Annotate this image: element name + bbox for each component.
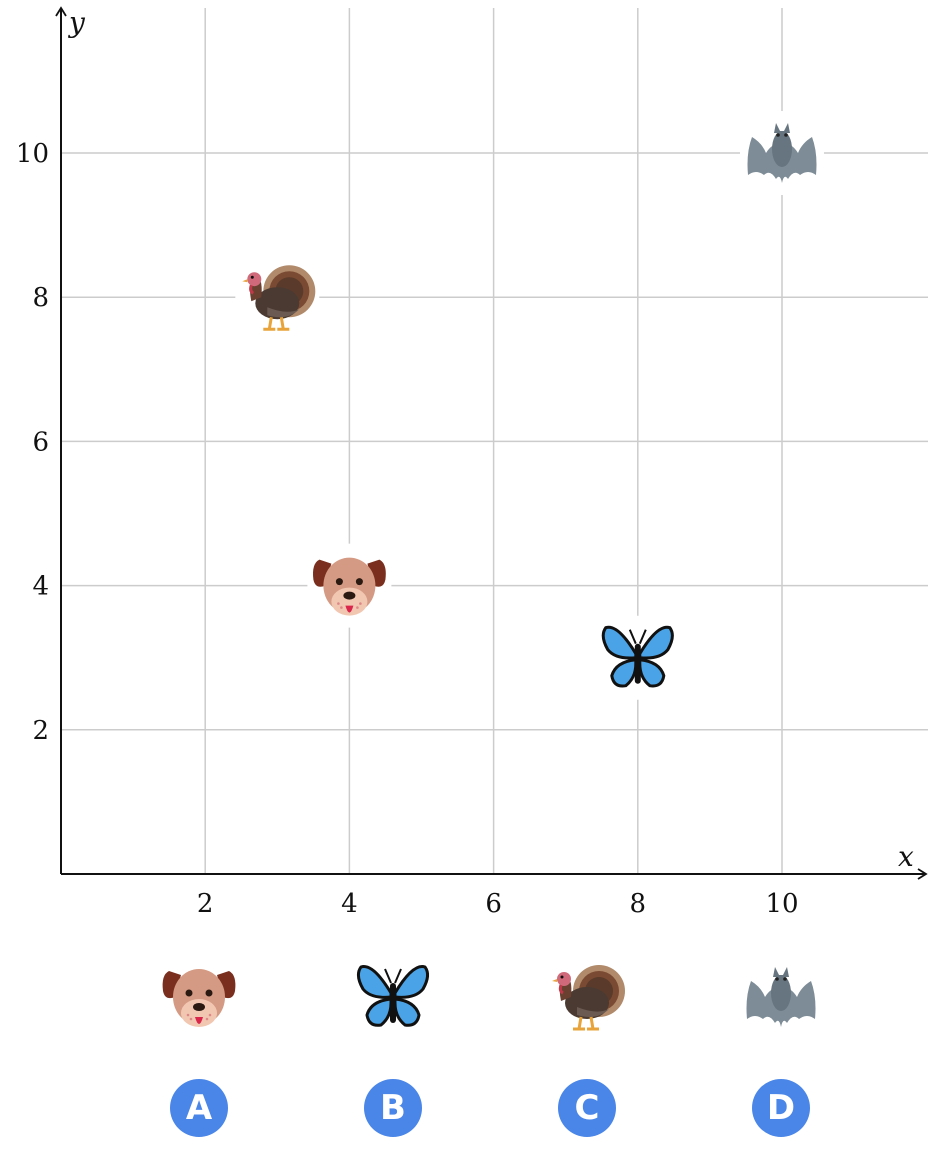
axes bbox=[55, 6, 928, 880]
choice-b[interactable]: B bbox=[333, 955, 453, 1137]
answer-choices: A B C D bbox=[0, 955, 928, 1155]
dog-icon bbox=[162, 969, 236, 1027]
x-tick-label: 2 bbox=[197, 889, 214, 919]
choice-letter-badge: A bbox=[170, 1079, 228, 1137]
y-axis-arrow bbox=[55, 6, 67, 17]
turkey-icon bbox=[235, 255, 320, 340]
y-axis-label: y bbox=[67, 6, 86, 39]
x-tick-label: 6 bbox=[485, 889, 502, 919]
choice-letter-badge: C bbox=[558, 1079, 616, 1137]
butterfly-icon bbox=[595, 615, 680, 700]
choice-letter-badge: B bbox=[364, 1079, 422, 1137]
x-tick-label: 8 bbox=[630, 889, 647, 919]
y-tick-label: 8 bbox=[32, 283, 49, 313]
y-tick-label: 6 bbox=[32, 427, 49, 457]
dog-icon bbox=[307, 543, 392, 628]
x-axis-label: x bbox=[898, 840, 914, 873]
turkey-icon bbox=[550, 963, 627, 1031]
bat-icon bbox=[746, 967, 816, 1027]
tick-labels: 2 4 6 8 10 2 4 6 8 10 bbox=[16, 139, 799, 919]
bat-icon bbox=[740, 111, 824, 195]
x-tick-label: 4 bbox=[341, 889, 358, 919]
y-tick-label: 4 bbox=[32, 572, 49, 602]
choice-letter-badge: D bbox=[752, 1079, 810, 1137]
data-points bbox=[235, 111, 824, 700]
choice-c[interactable]: C bbox=[527, 955, 647, 1137]
choice-a[interactable]: A bbox=[139, 955, 259, 1137]
x-axis-arrow bbox=[917, 868, 928, 880]
butterfly-icon bbox=[356, 965, 430, 1027]
scatter-plot: 2 4 6 8 10 2 4 6 8 10 x y bbox=[16, 6, 928, 919]
y-tick-label: 2 bbox=[32, 716, 49, 746]
y-tick-label: 10 bbox=[16, 139, 49, 169]
choice-d[interactable]: D bbox=[721, 955, 841, 1137]
x-tick-label: 10 bbox=[765, 889, 798, 919]
